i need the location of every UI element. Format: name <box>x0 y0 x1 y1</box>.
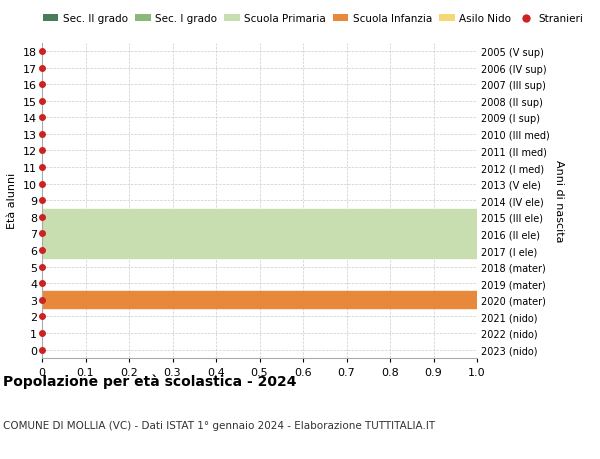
Legend: Sec. II grado, Sec. I grado, Scuola Primaria, Scuola Infanzia, Asilo Nido, Stran: Sec. II grado, Sec. I grado, Scuola Prim… <box>43 14 583 24</box>
Bar <box>42 209 477 259</box>
Bar <box>42 292 477 308</box>
Y-axis label: Anni di nascita: Anni di nascita <box>554 160 564 242</box>
Text: Popolazione per età scolastica - 2024: Popolazione per età scolastica - 2024 <box>3 374 296 389</box>
Text: COMUNE DI MOLLIA (VC) - Dati ISTAT 1° gennaio 2024 - Elaborazione TUTTITALIA.IT: COMUNE DI MOLLIA (VC) - Dati ISTAT 1° ge… <box>3 420 435 430</box>
Y-axis label: Età alunni: Età alunni <box>7 173 17 229</box>
